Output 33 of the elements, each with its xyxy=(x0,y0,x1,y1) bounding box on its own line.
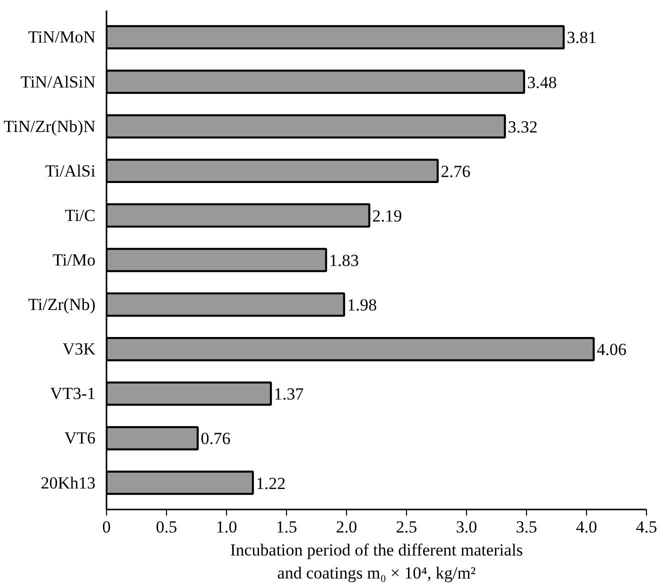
y-tick-label: Ti/Mo xyxy=(52,250,96,270)
x-tick-label: 2.0 xyxy=(336,518,358,536)
data-label: 1.98 xyxy=(347,296,377,315)
data-label: 1.22 xyxy=(256,474,286,493)
y-tick-label: Ti/AlSi xyxy=(45,161,96,180)
y-tick-label: Ti/C xyxy=(64,206,96,225)
data-label: 3.81 xyxy=(566,28,596,48)
data-label: 3.48 xyxy=(527,72,557,92)
y-tick-label: TiN/MoN xyxy=(28,28,96,47)
data-label: 1.37 xyxy=(274,384,304,404)
y-tick-label: V3K xyxy=(62,340,96,359)
x-tick-label: 0 xyxy=(102,518,111,536)
x-tick-label: 4.5 xyxy=(636,518,658,536)
y-tick-label: VT3-1 xyxy=(50,384,96,404)
x-tick-label: 4.0 xyxy=(576,518,598,536)
data-label: 3.32 xyxy=(508,117,538,136)
x-tick-label: 1.0 xyxy=(216,518,238,536)
data-label: 2.19 xyxy=(372,206,402,226)
x-tick-label: 2.5 xyxy=(396,518,418,536)
x-tick-label: 1.5 xyxy=(276,518,298,536)
data-label: 4.06 xyxy=(596,340,626,360)
data-label: 0.76 xyxy=(200,429,230,448)
data-label: 2.76 xyxy=(440,162,470,181)
y-tick-label: Ti/Zr(Nb) xyxy=(28,295,96,314)
x-tick-label: 3.0 xyxy=(456,518,478,536)
y-tick-label: TiN/AlSiN xyxy=(20,72,96,92)
x-tick-label: 3.5 xyxy=(516,518,538,536)
y-tick-label: VT6 xyxy=(64,428,96,448)
y-tick-label: 20Kh13 xyxy=(40,473,96,492)
y-tick-label: TiN/Zr(Nb)N xyxy=(4,116,96,136)
x-axis-title: Incubation period of the different materials and coatings m₀ × 10⁴, kg/m² xyxy=(230,540,523,582)
x-tick-label: 0.5 xyxy=(156,518,178,536)
data-label: 1.83 xyxy=(329,251,359,270)
